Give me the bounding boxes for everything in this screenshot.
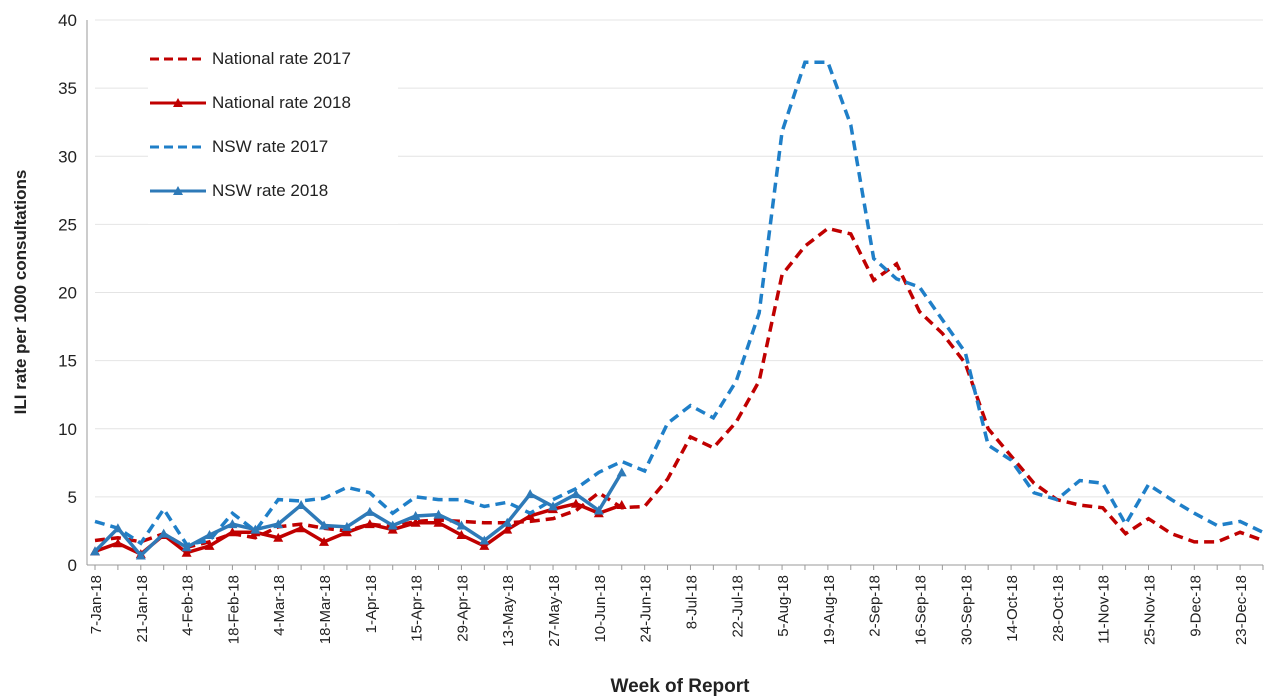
y-tick-label: 0 (68, 556, 77, 575)
x-tick-label: 13-May-18 (500, 575, 517, 647)
legend-item: NSW rate 2018 (148, 180, 398, 224)
x-tick-label: 8-Jul-18 (683, 575, 700, 629)
x-tick-label: 29-Apr-18 (454, 575, 471, 642)
x-tick-label: 18-Feb-18 (225, 575, 242, 644)
legend-item: National rate 2017 (148, 48, 398, 92)
x-tick-label: 7-Jan-18 (88, 575, 105, 634)
y-tick-label: 30 (58, 147, 77, 166)
marker (204, 530, 215, 540)
marker (593, 505, 604, 515)
x-tick-label: 21-Jan-18 (134, 575, 151, 643)
marker (112, 538, 123, 548)
x-tick-label: 24-Jun-18 (638, 575, 655, 643)
legend-item: NSW rate 2017 (148, 136, 398, 180)
x-tick-label: 16-Sep-18 (912, 575, 929, 645)
legend-label: NSW rate 2018 (212, 181, 329, 200)
legend: National rate 2017 National rate 2018 NSW … (148, 48, 398, 224)
x-tick-label: 5-Aug-18 (775, 575, 792, 637)
x-axis-label: Week of Report (610, 676, 750, 697)
marker (158, 528, 169, 538)
marker (341, 521, 352, 531)
marker (227, 519, 238, 529)
marker (570, 498, 581, 508)
x-tick-label: 23-Dec-18 (1233, 575, 1250, 645)
marker (479, 540, 490, 550)
x-tick-label: 18-Mar-18 (317, 575, 334, 644)
marker (204, 540, 215, 550)
marker (181, 542, 192, 552)
marker (181, 547, 192, 557)
legend-label: National rate 2018 (212, 93, 351, 112)
y-tick-label: 15 (58, 352, 77, 371)
x-tick-label: 19-Aug-18 (821, 575, 838, 645)
marker (319, 536, 330, 546)
x-tick-label: 9-Dec-18 (1187, 575, 1204, 637)
marker (410, 517, 421, 527)
marker (364, 506, 375, 516)
marker (616, 467, 627, 477)
legend-swatch (150, 57, 206, 61)
marker (341, 527, 352, 537)
marker (227, 527, 238, 537)
marker (525, 489, 536, 499)
x-tick-label: 28-Oct-18 (1050, 575, 1067, 642)
x-tick-label: 25-Nov-18 (1141, 575, 1158, 645)
marker (502, 524, 513, 534)
marker (433, 517, 444, 527)
x-tick-label: 15-Apr-18 (409, 575, 426, 642)
marker (548, 501, 559, 511)
series-line (94, 501, 623, 557)
marker (570, 489, 581, 499)
legend-item: National rate 2018 (148, 92, 398, 136)
marker (502, 517, 513, 527)
marker (364, 519, 375, 529)
legend-swatch (150, 186, 206, 195)
marker (250, 524, 261, 534)
x-tick-label: 14-Oct-18 (1004, 575, 1021, 642)
legend-marker (173, 98, 183, 107)
series-line (94, 60, 1264, 547)
x-tick-label: 30-Sep-18 (958, 575, 975, 645)
legend-swatch (150, 145, 206, 149)
marker (433, 509, 444, 519)
x-tick-label: 22-Jul-18 (729, 575, 746, 638)
marker (296, 500, 307, 510)
legend-marker (173, 186, 183, 195)
y-tick-label: 20 (58, 284, 77, 303)
marker (410, 510, 421, 520)
x-tick-label: 27-May-18 (546, 575, 563, 647)
legend-label: National rate 2017 (212, 49, 351, 68)
x-tick-label: 4-Feb-18 (180, 575, 197, 636)
legend-label: NSW rate 2017 (212, 137, 329, 156)
marker (456, 530, 467, 540)
marker (525, 510, 536, 520)
marker (616, 500, 627, 510)
x-tick-label: 11-Nov-18 (1096, 575, 1113, 644)
x-tick-label: 10-Jun-18 (592, 575, 609, 643)
x-tick-label: 4-Mar-18 (271, 575, 288, 636)
marker (387, 520, 398, 530)
y-tick-label: 5 (68, 488, 77, 507)
marker (135, 550, 146, 560)
marker (112, 523, 123, 533)
marker (90, 546, 100, 556)
x-tick-label: 2-Sep-18 (867, 575, 884, 637)
y-tick-label: 40 (58, 11, 77, 30)
legend-swatch (150, 98, 206, 107)
marker (296, 523, 307, 533)
marker (479, 535, 490, 545)
series-line (94, 226, 1264, 550)
marker (456, 520, 467, 530)
y-tick-label: 25 (58, 215, 77, 234)
y-tick-label: 35 (58, 79, 77, 98)
y-axis-label: ILI rate per 1000 consultations (11, 170, 30, 415)
x-tick-label: 1-Apr-18 (363, 575, 380, 633)
y-tick-label: 10 (58, 420, 77, 439)
marker (273, 519, 284, 529)
marker (273, 532, 284, 542)
marker (319, 520, 330, 530)
